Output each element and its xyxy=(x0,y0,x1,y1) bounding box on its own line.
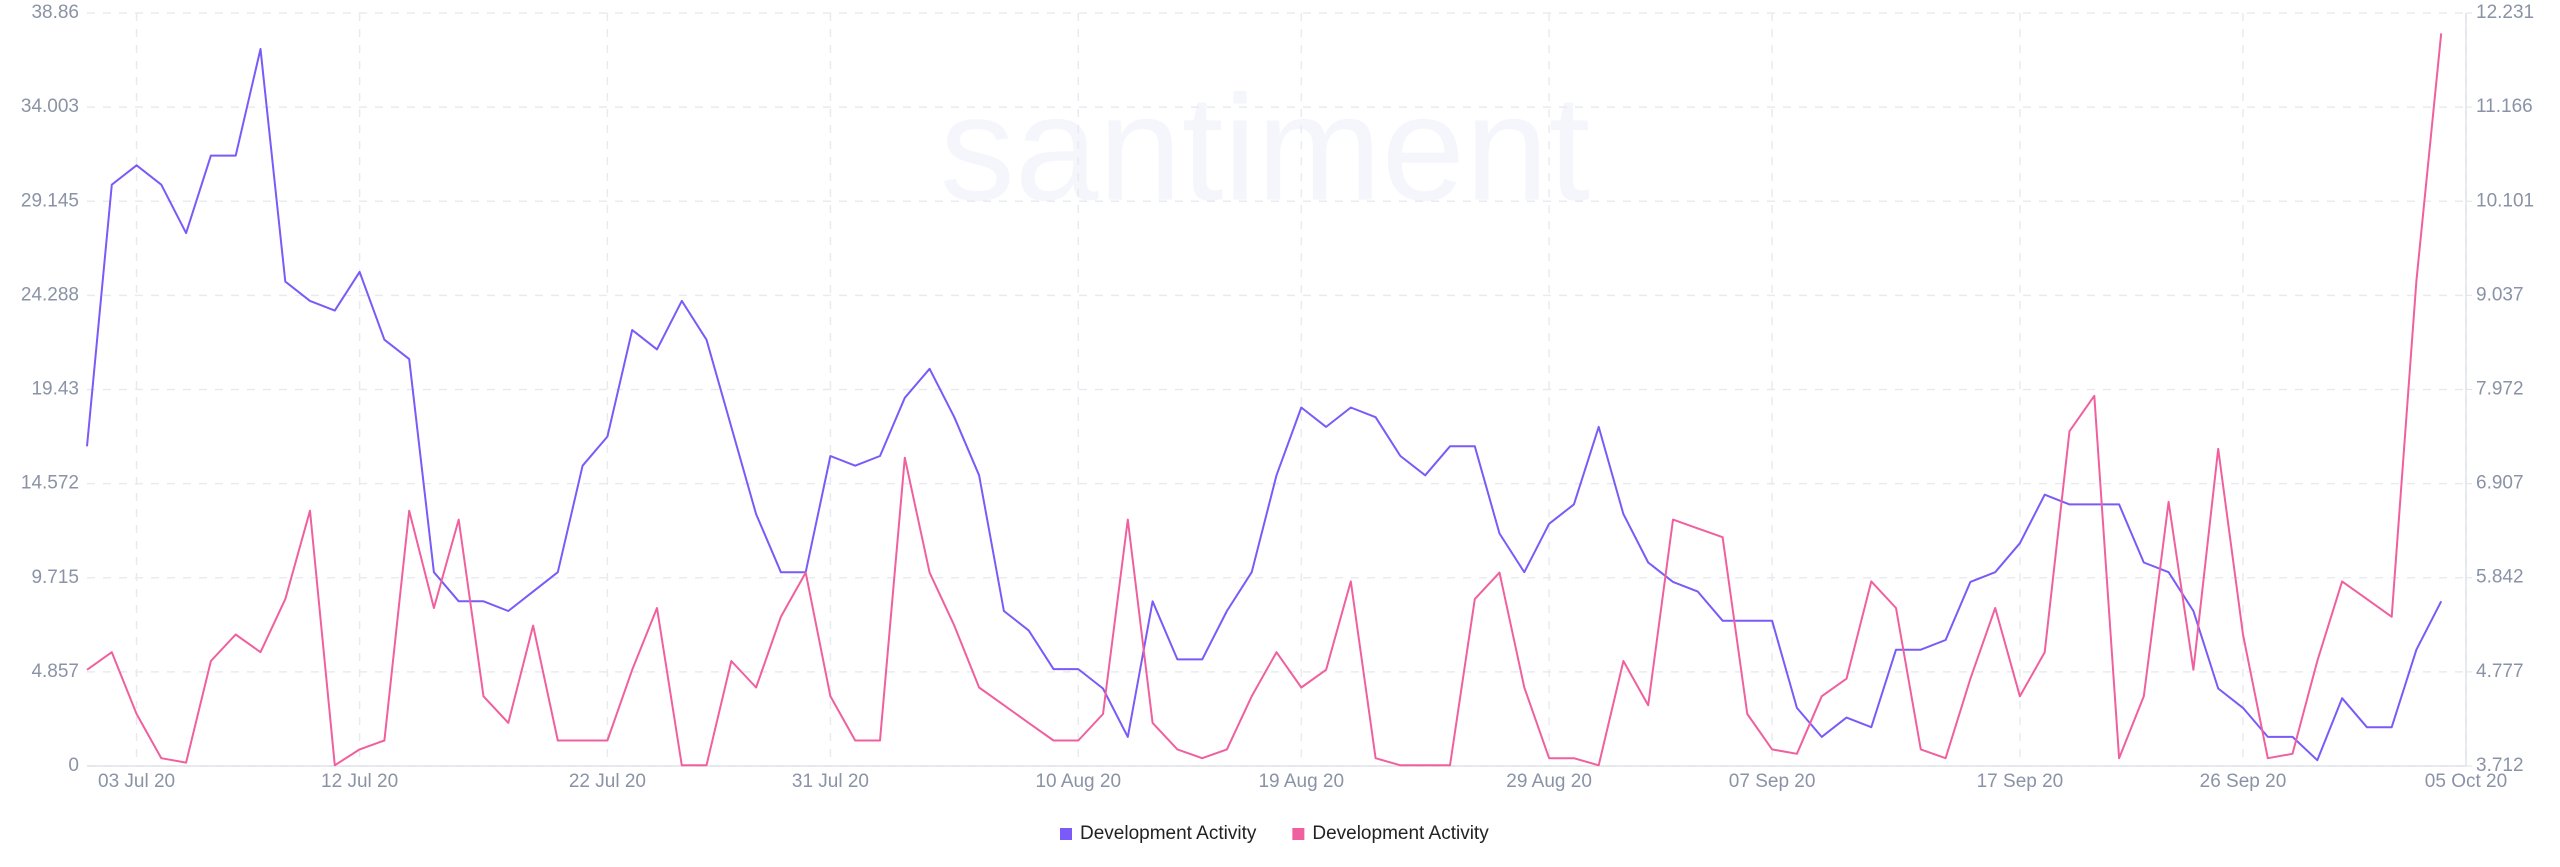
watermark: santiment xyxy=(940,64,1590,232)
y-tick-label: 4.857 xyxy=(31,661,79,682)
line-series xyxy=(86,33,2443,767)
x-tick-label: 31 Jul 20 xyxy=(792,771,869,792)
y2-tick-label: 11.166 xyxy=(2476,96,2533,117)
y-tick-label: 19.43 xyxy=(31,379,79,400)
y-tick-label: 24.288 xyxy=(21,284,79,305)
legend-label: Development Activity xyxy=(1080,823,1257,844)
y2-tick-label: 12.231 xyxy=(2476,2,2534,23)
x-tick-label: 05 Oct 20 xyxy=(2425,771,2507,792)
legend-label: Development Activity xyxy=(1312,823,1489,844)
y2-tick-label: 7.972 xyxy=(2476,378,2524,399)
y2-tick-label: 10.101 xyxy=(2476,190,2534,211)
y2-tick-label: 5.842 xyxy=(2476,567,2524,588)
line-series xyxy=(86,48,2443,762)
y-tick-label: 14.572 xyxy=(21,473,79,494)
legend-swatch xyxy=(1060,828,1072,840)
x-tick-label: 22 Jul 20 xyxy=(569,771,646,792)
y2-tick-label: 3.712 xyxy=(2476,755,2524,776)
x-tick-label: 03 Jul 20 xyxy=(98,771,175,792)
y-tick-label: 29.145 xyxy=(21,190,79,211)
y2-tick-label: 4.777 xyxy=(2476,661,2524,682)
x-tick-label: 26 Sep 20 xyxy=(2200,771,2287,792)
y2-tick-label: 9.037 xyxy=(2476,284,2524,305)
y-tick-label: 9.715 xyxy=(31,567,79,588)
x-tick-label: 19 Aug 20 xyxy=(1258,771,1344,792)
legend-swatch xyxy=(1292,828,1305,840)
y-tick-label: 34.003 xyxy=(21,96,79,117)
x-tick-label: 29 Aug 20 xyxy=(1506,771,1592,792)
x-tick-label: 17 Sep 20 xyxy=(1977,771,2064,792)
y-tick-label: 38.86 xyxy=(31,2,79,23)
y2-tick-label: 6.907 xyxy=(2476,473,2524,494)
x-tick-label: 12 Jul 20 xyxy=(321,771,398,792)
y-tick-label: 0 xyxy=(68,755,79,776)
x-tick-label: 07 Sep 20 xyxy=(1729,771,1816,792)
x-tick-label: 10 Aug 20 xyxy=(1035,771,1121,792)
